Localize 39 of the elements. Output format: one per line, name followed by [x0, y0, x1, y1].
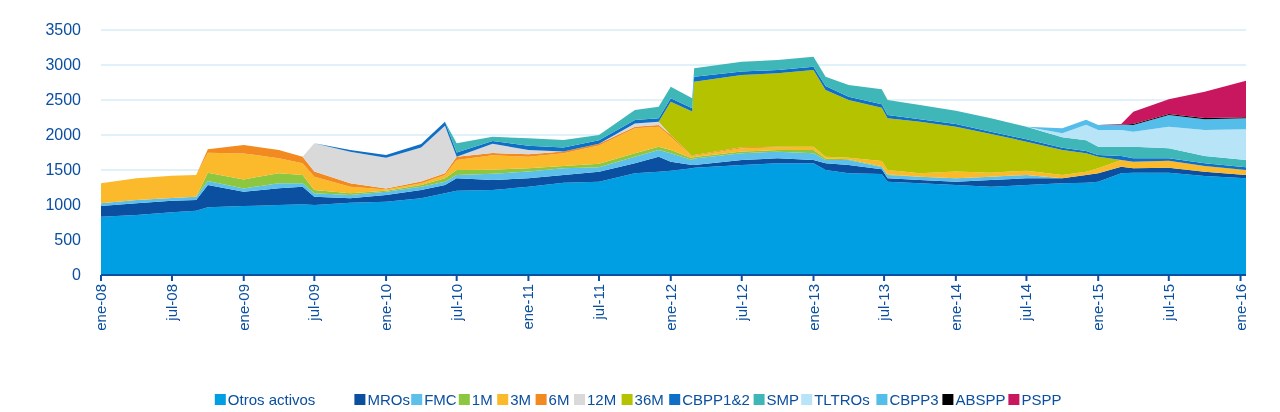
x-tick-label: ene-09 — [234, 284, 252, 331]
legend-label: 1M — [471, 391, 493, 408]
legend-label: 3M — [510, 391, 532, 408]
x-tick-label: jul-13 — [875, 284, 893, 322]
x-tick-label: ene-14 — [946, 284, 964, 331]
legend-label: CBPP3 — [889, 391, 939, 408]
x-tick-label: jul-12 — [732, 284, 750, 322]
legend-label: MROs — [367, 391, 410, 408]
legend-label: 12M — [587, 391, 617, 408]
x-tick-label: ene-16 — [1231, 284, 1249, 331]
x-tick-label: jul-14 — [1017, 284, 1035, 322]
legend-label: ABSPP — [955, 391, 1006, 408]
legend-label: PSPP — [1021, 391, 1062, 408]
x-tick-label: jul-08 — [162, 284, 180, 322]
x-tick-label: ene-08 — [92, 284, 109, 331]
legend-label: TLTROs — [814, 391, 870, 408]
x-tick-label: jul-11 — [590, 284, 608, 321]
x-tick-label: ene-12 — [661, 284, 679, 331]
legend-label: 36M — [634, 391, 664, 408]
y-tick-label: 2000 — [45, 126, 82, 143]
y-tick-label: 1500 — [45, 161, 82, 178]
x-tick-label: ene-11 — [519, 284, 537, 330]
x-tick-label: jul-15 — [1159, 284, 1177, 322]
x-tick-label: ene-15 — [1089, 284, 1107, 331]
legend-label: FMC — [424, 391, 457, 408]
y-tick-label: 3500 — [45, 21, 82, 38]
legend-label: 6M — [548, 391, 570, 408]
x-tick-label: ene-10 — [377, 284, 395, 331]
x-tick-label: jul-09 — [305, 284, 323, 322]
x-tick-label: jul-10 — [447, 284, 465, 322]
legend-label: Otros activos — [227, 391, 316, 408]
y-tick-label: 3000 — [45, 56, 82, 73]
y-tick-label: 0 — [72, 266, 82, 283]
y-tick-label: 1000 — [45, 196, 82, 213]
y-tick-label: 2500 — [45, 91, 82, 108]
legend-label: CBPP1&2 — [682, 391, 750, 408]
legend-label: SMP — [766, 391, 800, 408]
y-tick-label: 500 — [54, 231, 82, 248]
x-tick-label: ene-13 — [804, 284, 822, 331]
